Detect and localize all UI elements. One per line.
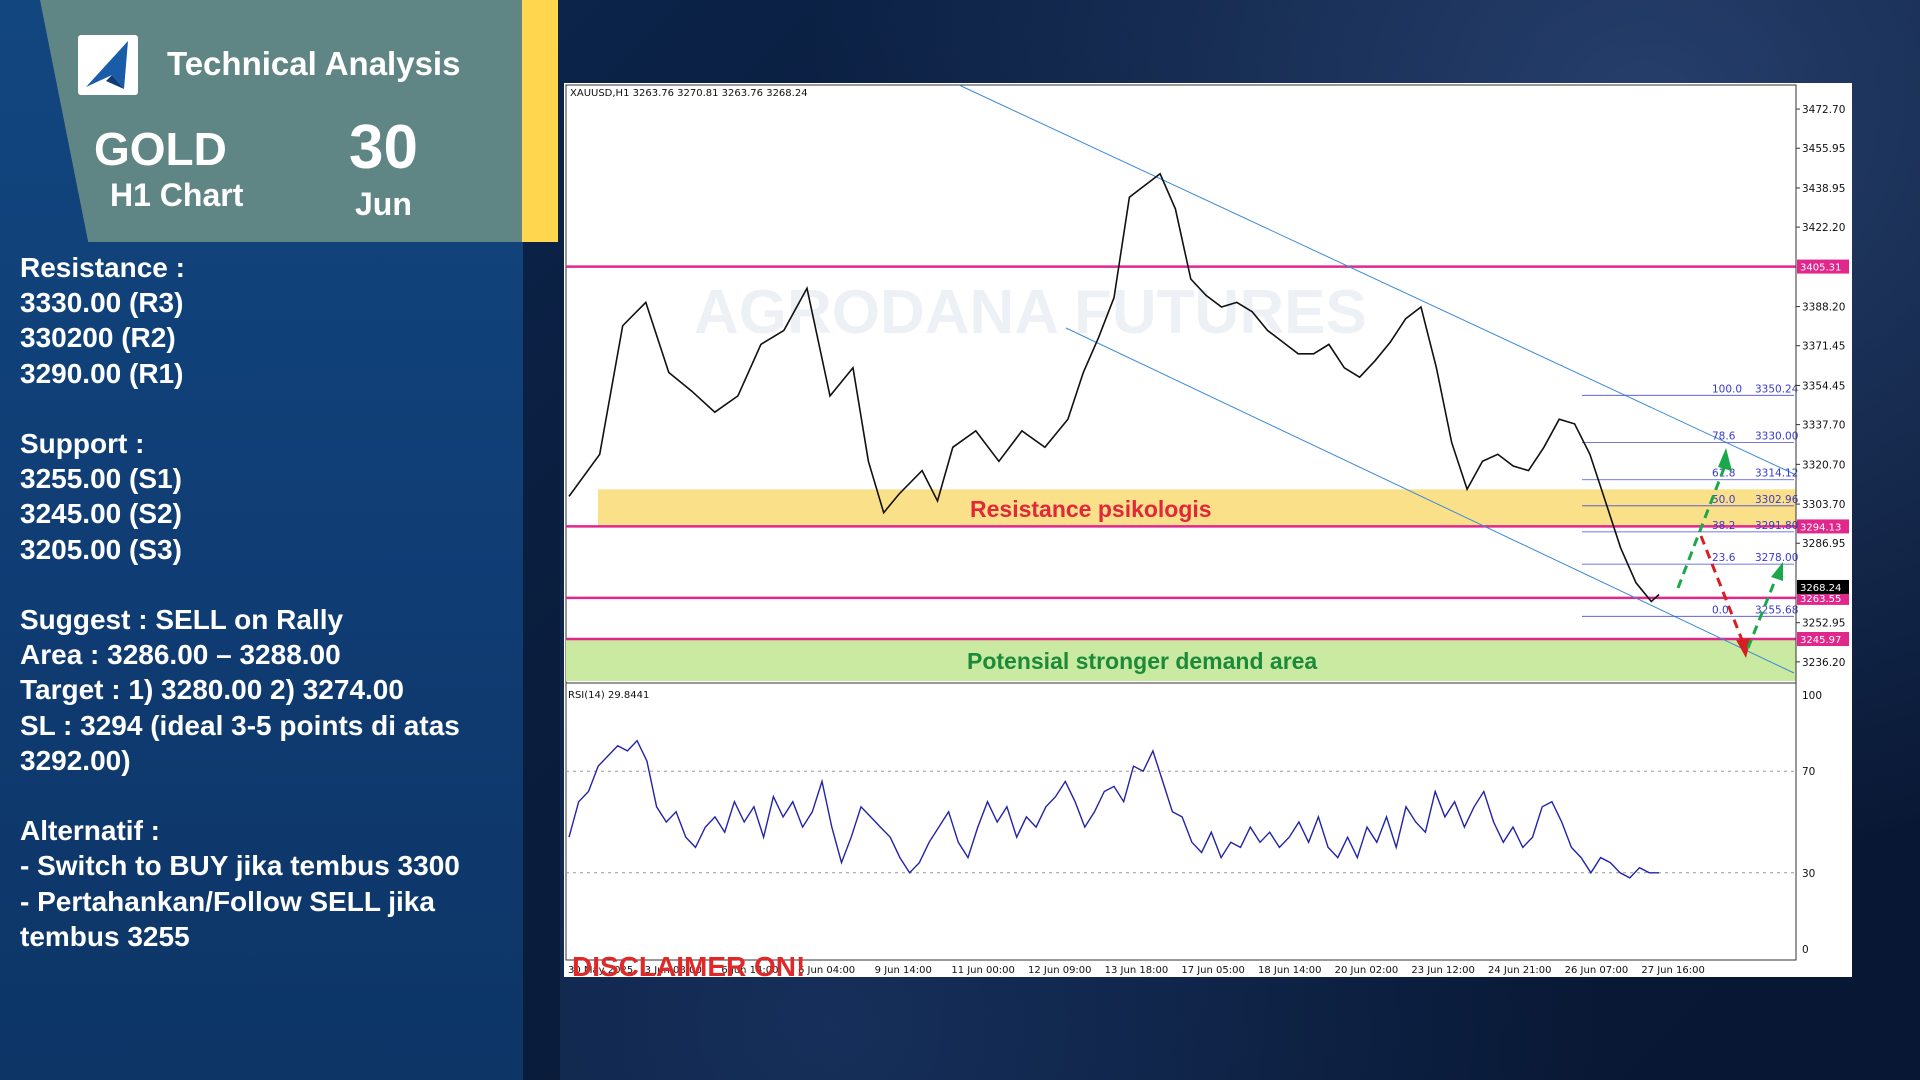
- y-tick-label: 3236.20: [1802, 657, 1845, 669]
- support-title: Support :: [20, 428, 145, 459]
- level-tag-label: 3294.13: [1800, 522, 1841, 533]
- fib-price-label: 3291.80: [1755, 520, 1798, 532]
- demand-zone: [566, 638, 1796, 681]
- target-line: Target : 1) 3280.00 2) 3274.00: [20, 674, 404, 706]
- bearish-arrow-icon: [1699, 535, 1746, 646]
- resistance-r1: 3290.00 (R1): [20, 357, 184, 389]
- instrument-name: GOLD: [94, 123, 227, 175]
- rebound-arrow-icon: [1746, 572, 1780, 649]
- y-tick-label: 3286.95: [1802, 538, 1845, 550]
- downtrend-channel: [958, 84, 1795, 674]
- alternative-title: Alternatif :: [20, 815, 160, 847]
- fib-level-label: 0.0: [1712, 604, 1729, 616]
- x-tick-label: 11 Jun 00:00: [951, 965, 1015, 976]
- level-tag-label: 3405.31: [1800, 263, 1841, 274]
- page-title: Technical Analysis: [167, 45, 461, 82]
- current-price-tag: [1797, 579, 1849, 594]
- x-tick-label: 23 Jun 12:00: [1411, 965, 1475, 976]
- chart-canvas: AGRODANA FUTURES 3405.313294.133263.5532…: [565, 84, 1849, 977]
- price-chart: AGRODANA FUTURES 3405.31 3294.13 3263.55 32…: [564, 83, 1852, 977]
- level-tag: [1797, 259, 1849, 274]
- fib-level-label: 23.6: [1712, 552, 1736, 564]
- resistance-zone-label: Resistance psikologis: [970, 496, 1212, 522]
- date-day: 30: [349, 113, 418, 182]
- x-tick-label: 26 Jun 07:00: [1565, 965, 1629, 976]
- price-series: [568, 172, 1660, 603]
- level-tag: [1797, 590, 1849, 605]
- watermark: AGRODANA FUTURES: [694, 278, 1367, 347]
- y-tick-label: 3320.70: [1802, 459, 1845, 471]
- rsi-tick-label: 100: [1802, 690, 1822, 702]
- x-tick-label: 24 Jun 21:00: [1488, 965, 1552, 976]
- y-tick-label: 3252.95: [1802, 618, 1845, 630]
- support-s1: 3255.00 (S1): [20, 463, 182, 495]
- x-tick-label: 17 Jun 05:00: [1181, 965, 1245, 976]
- fib-level-label: 78.6: [1712, 431, 1736, 443]
- stop-loss-line: SL : 3294 (ideal 3-5 points di atas: [20, 709, 460, 741]
- rsi-tick-label: 70: [1802, 766, 1815, 778]
- fib-price-label: 3330.00: [1755, 431, 1798, 443]
- x-tick-label: 6 Jun 14:00: [721, 965, 778, 976]
- y-tick-label: 3455.95: [1802, 143, 1845, 155]
- stop-loss-line-2: 3292.00): [20, 744, 131, 776]
- area-line: Area : 3286.00 – 3288.00: [20, 639, 341, 671]
- fib-price-label: 3314.12: [1755, 468, 1798, 480]
- x-tick-label: 13 Jun 18:00: [1105, 965, 1169, 976]
- x-tick-label: 9 Jun 14:00: [875, 965, 932, 976]
- alternative-3: tembus 3255: [20, 920, 190, 952]
- current-price-label: 3268.24: [1800, 583, 1841, 594]
- level-tag-label: 3245.97: [1800, 635, 1841, 646]
- alternative-2: - Pertahankan/Follow SELL jika: [20, 885, 435, 917]
- x-tick-label: 30 May 2025: [568, 965, 633, 976]
- date-month: Jun: [355, 186, 412, 222]
- fib-price-label: 3278.00: [1755, 552, 1798, 564]
- fib-level-label: 50.0: [1712, 494, 1735, 506]
- projection-arrows: [1676, 448, 1783, 658]
- support-s3: 3205.00 (S3): [20, 533, 182, 565]
- timeframe-label: H1 Chart: [110, 177, 244, 213]
- y-tick-label: 3303.70: [1802, 499, 1845, 511]
- demand-zone-label: Potensial stronger demand area: [967, 648, 1317, 674]
- rsi-tick-label: 30: [1802, 868, 1815, 880]
- fib-level-label: 100.0: [1712, 383, 1742, 395]
- fib-price-label: 3255.68: [1755, 604, 1798, 616]
- level-tag: [1797, 631, 1849, 646]
- y-tick-label: 3472.70: [1802, 104, 1845, 116]
- alternative-1: - Switch to BUY jika tembus 3300: [20, 850, 460, 882]
- disclaimer: DISCLAIMER ON!: [572, 951, 805, 977]
- x-tick-label: 20 Jun 02:00: [1335, 965, 1399, 976]
- y-tick-label: 3371.45: [1802, 341, 1845, 353]
- bullish-arrow-icon: [1676, 462, 1728, 589]
- y-tick-label: 3388.20: [1802, 302, 1845, 314]
- x-tick-label: 6 Jun 04:00: [798, 965, 855, 976]
- rsi-series: [568, 739, 1659, 879]
- y-tick-label: 3354.45: [1802, 380, 1845, 392]
- y-tick-label: 3337.70: [1802, 420, 1845, 432]
- resistance-zone: [598, 489, 1796, 527]
- y-tick-label: 3422.20: [1802, 222, 1845, 234]
- resistance-r3: 3330.00 (R3): [20, 287, 184, 319]
- rsi-label: RSI(14) 29.8441: [568, 690, 649, 701]
- level-tag: [1797, 519, 1849, 534]
- x-tick-label: 12 Jun 09:00: [1028, 965, 1092, 976]
- x-tick-label: 18 Jun 14:00: [1258, 965, 1322, 976]
- y-tick-label: 3438.95: [1802, 183, 1845, 195]
- fib-level-label: 61.8: [1712, 468, 1735, 480]
- brand-logo-icon: [78, 35, 138, 95]
- level-tag-label: 3263.55: [1800, 594, 1841, 605]
- x-tick-label: 3 Jun 08:00: [645, 965, 702, 976]
- support-s2: 3245.00 (S2): [20, 498, 182, 530]
- x-tick-label: 27 Jun 16:00: [1641, 965, 1705, 976]
- resistance-r2: 330200 (R2): [20, 322, 176, 354]
- fib-price-label: 3302.96: [1755, 494, 1799, 506]
- chart-header: XAUUSD,H1 3263.76 3270.81 3263.76 3268.2…: [570, 88, 808, 99]
- fib-price-label: 3350.24: [1755, 383, 1799, 395]
- fib-level-label: 38.2: [1712, 520, 1735, 532]
- accent-bar: [522, 0, 558, 242]
- analysis-notes: Resistance : 3330.00 (R3) 330200 (R2) 32…: [20, 250, 520, 954]
- resistance-title: Resistance :: [20, 252, 185, 283]
- suggest-line: Suggest : SELL on Rally: [20, 604, 344, 635]
- rsi-tick-label: 0: [1802, 944, 1809, 956]
